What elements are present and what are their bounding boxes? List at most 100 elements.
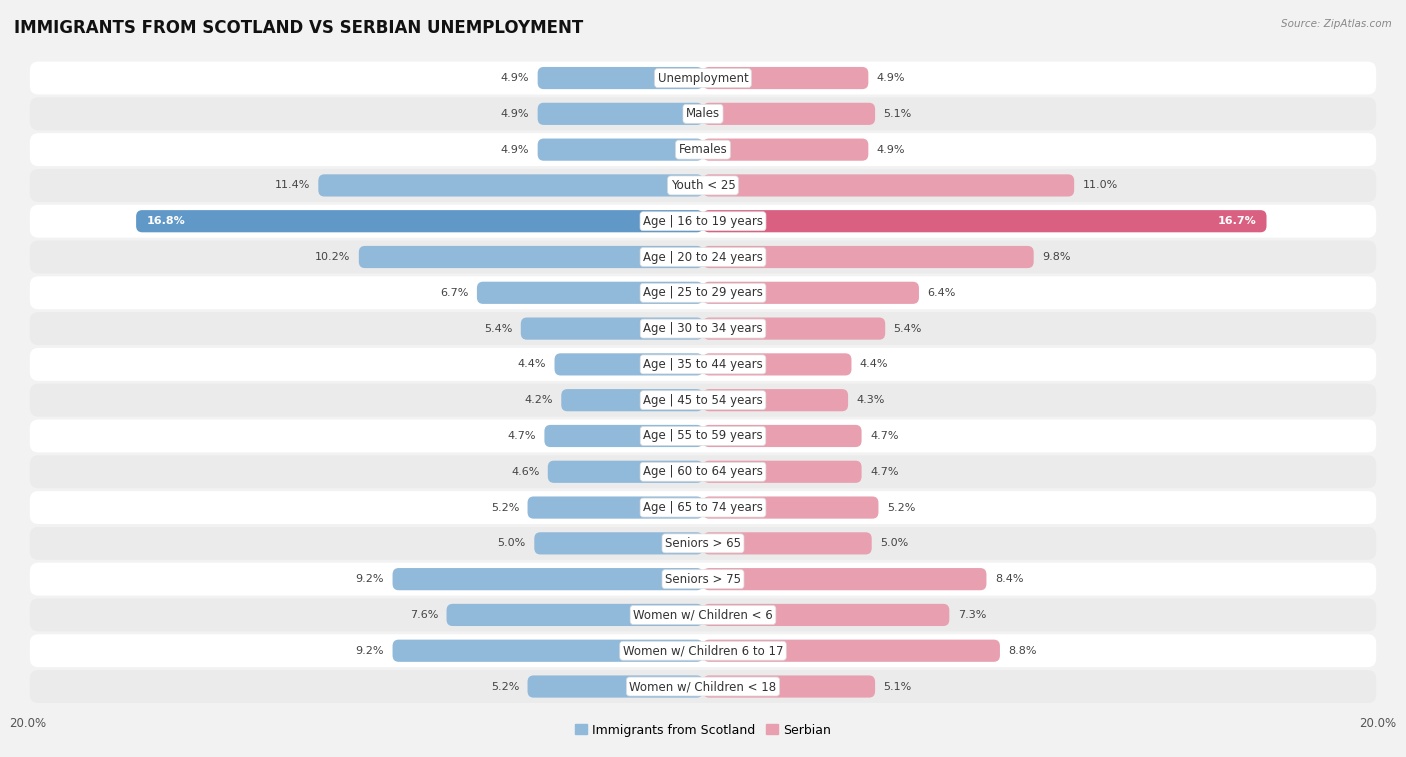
Text: 9.8%: 9.8% (1042, 252, 1070, 262)
FancyBboxPatch shape (30, 634, 1376, 667)
FancyBboxPatch shape (30, 599, 1376, 631)
FancyBboxPatch shape (30, 204, 1376, 238)
Text: 5.2%: 5.2% (491, 681, 519, 692)
Text: Age | 25 to 29 years: Age | 25 to 29 years (643, 286, 763, 299)
FancyBboxPatch shape (703, 246, 1033, 268)
FancyBboxPatch shape (30, 98, 1376, 130)
Text: 5.0%: 5.0% (498, 538, 526, 548)
FancyBboxPatch shape (554, 354, 703, 375)
FancyBboxPatch shape (30, 276, 1376, 310)
FancyBboxPatch shape (703, 604, 949, 626)
FancyBboxPatch shape (447, 604, 703, 626)
FancyBboxPatch shape (30, 419, 1376, 453)
Text: Age | 55 to 59 years: Age | 55 to 59 years (643, 429, 763, 443)
FancyBboxPatch shape (30, 455, 1376, 488)
FancyBboxPatch shape (30, 384, 1376, 416)
FancyBboxPatch shape (548, 461, 703, 483)
Text: 16.8%: 16.8% (146, 217, 186, 226)
Text: 9.2%: 9.2% (356, 646, 384, 656)
FancyBboxPatch shape (703, 174, 1074, 197)
FancyBboxPatch shape (703, 532, 872, 554)
FancyBboxPatch shape (703, 139, 869, 160)
FancyBboxPatch shape (544, 425, 703, 447)
Text: Source: ZipAtlas.com: Source: ZipAtlas.com (1281, 19, 1392, 29)
Text: 4.2%: 4.2% (524, 395, 553, 405)
FancyBboxPatch shape (537, 103, 703, 125)
FancyBboxPatch shape (703, 675, 875, 698)
Text: Age | 35 to 44 years: Age | 35 to 44 years (643, 358, 763, 371)
FancyBboxPatch shape (477, 282, 703, 304)
Text: 4.7%: 4.7% (870, 467, 898, 477)
FancyBboxPatch shape (30, 670, 1376, 703)
Text: 6.7%: 6.7% (440, 288, 468, 298)
FancyBboxPatch shape (318, 174, 703, 197)
FancyBboxPatch shape (30, 241, 1376, 273)
FancyBboxPatch shape (703, 425, 862, 447)
Text: 4.6%: 4.6% (510, 467, 540, 477)
Text: 4.4%: 4.4% (517, 360, 546, 369)
Text: Seniors > 65: Seniors > 65 (665, 537, 741, 550)
FancyBboxPatch shape (703, 568, 987, 590)
Text: 7.6%: 7.6% (409, 610, 439, 620)
Text: 8.4%: 8.4% (995, 574, 1024, 584)
FancyBboxPatch shape (30, 61, 1376, 95)
Text: Women w/ Children < 6: Women w/ Children < 6 (633, 609, 773, 621)
Text: Seniors > 75: Seniors > 75 (665, 572, 741, 586)
FancyBboxPatch shape (703, 640, 1000, 662)
Text: 5.1%: 5.1% (883, 109, 911, 119)
Text: IMMIGRANTS FROM SCOTLAND VS SERBIAN UNEMPLOYMENT: IMMIGRANTS FROM SCOTLAND VS SERBIAN UNEM… (14, 19, 583, 37)
Text: Age | 16 to 19 years: Age | 16 to 19 years (643, 215, 763, 228)
Text: Youth < 25: Youth < 25 (671, 179, 735, 192)
FancyBboxPatch shape (534, 532, 703, 554)
Text: 5.2%: 5.2% (887, 503, 915, 512)
Text: 4.9%: 4.9% (501, 73, 529, 83)
Text: 4.7%: 4.7% (508, 431, 536, 441)
Text: 4.9%: 4.9% (501, 109, 529, 119)
FancyBboxPatch shape (703, 317, 886, 340)
Text: 5.1%: 5.1% (883, 681, 911, 692)
FancyBboxPatch shape (392, 640, 703, 662)
Text: Women w/ Children < 18: Women w/ Children < 18 (630, 680, 776, 693)
FancyBboxPatch shape (30, 491, 1376, 524)
FancyBboxPatch shape (527, 497, 703, 519)
Text: Age | 65 to 74 years: Age | 65 to 74 years (643, 501, 763, 514)
FancyBboxPatch shape (30, 527, 1376, 560)
Text: Females: Females (679, 143, 727, 156)
Text: 10.2%: 10.2% (315, 252, 350, 262)
FancyBboxPatch shape (359, 246, 703, 268)
FancyBboxPatch shape (537, 67, 703, 89)
Text: Age | 45 to 54 years: Age | 45 to 54 years (643, 394, 763, 407)
FancyBboxPatch shape (703, 210, 1267, 232)
Text: 11.4%: 11.4% (274, 180, 309, 191)
FancyBboxPatch shape (30, 312, 1376, 345)
FancyBboxPatch shape (703, 67, 869, 89)
FancyBboxPatch shape (561, 389, 703, 411)
FancyBboxPatch shape (703, 103, 875, 125)
Text: Males: Males (686, 107, 720, 120)
FancyBboxPatch shape (527, 675, 703, 698)
Text: 4.9%: 4.9% (501, 145, 529, 154)
Text: 5.4%: 5.4% (894, 323, 922, 334)
Legend: Immigrants from Scotland, Serbian: Immigrants from Scotland, Serbian (569, 718, 837, 742)
FancyBboxPatch shape (30, 348, 1376, 381)
Text: 5.2%: 5.2% (491, 503, 519, 512)
Text: Age | 60 to 64 years: Age | 60 to 64 years (643, 466, 763, 478)
Text: 7.3%: 7.3% (957, 610, 986, 620)
FancyBboxPatch shape (136, 210, 703, 232)
FancyBboxPatch shape (30, 169, 1376, 202)
FancyBboxPatch shape (703, 497, 879, 519)
FancyBboxPatch shape (703, 389, 848, 411)
FancyBboxPatch shape (30, 133, 1376, 166)
FancyBboxPatch shape (703, 282, 920, 304)
Text: Unemployment: Unemployment (658, 72, 748, 85)
FancyBboxPatch shape (30, 562, 1376, 596)
Text: 8.8%: 8.8% (1008, 646, 1036, 656)
Text: Age | 20 to 24 years: Age | 20 to 24 years (643, 251, 763, 263)
Text: 16.7%: 16.7% (1218, 217, 1257, 226)
Text: 5.0%: 5.0% (880, 538, 908, 548)
FancyBboxPatch shape (537, 139, 703, 160)
Text: 4.9%: 4.9% (877, 145, 905, 154)
Text: 4.7%: 4.7% (870, 431, 898, 441)
Text: 6.4%: 6.4% (928, 288, 956, 298)
Text: Age | 30 to 34 years: Age | 30 to 34 years (643, 322, 763, 335)
